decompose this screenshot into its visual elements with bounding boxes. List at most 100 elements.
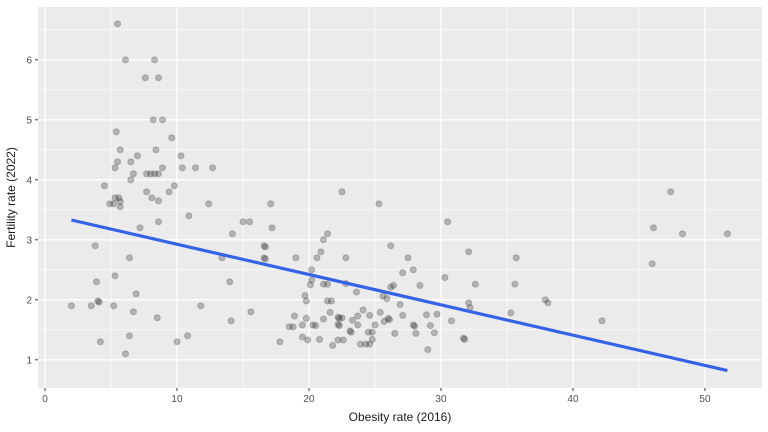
data-point xyxy=(267,200,275,208)
data-point xyxy=(165,188,173,196)
data-point xyxy=(276,338,284,346)
data-point xyxy=(309,321,317,329)
data-point xyxy=(354,321,362,329)
data-point xyxy=(404,254,412,262)
data-point xyxy=(399,311,407,319)
data-point xyxy=(184,332,192,340)
data-point xyxy=(459,334,467,342)
y-axis-title: Fertility rate (2022) xyxy=(4,147,18,248)
data-point xyxy=(246,218,254,226)
data-point xyxy=(371,321,379,329)
data-point xyxy=(342,254,350,262)
data-point xyxy=(209,164,217,172)
data-point xyxy=(352,288,361,296)
data-point xyxy=(116,197,124,205)
data-point xyxy=(147,170,155,178)
data-point xyxy=(348,316,357,324)
data-point xyxy=(154,218,163,226)
data-point xyxy=(197,302,205,310)
data-point xyxy=(512,254,520,262)
y-tick-label: 3 xyxy=(26,235,32,246)
data-point xyxy=(416,281,424,289)
data-point xyxy=(170,182,178,190)
data-point xyxy=(114,158,122,166)
data-point xyxy=(648,260,656,268)
data-point xyxy=(326,308,334,316)
data-point xyxy=(302,297,310,305)
data-point xyxy=(151,56,159,64)
data-point xyxy=(308,276,316,284)
data-point xyxy=(239,218,247,226)
data-point xyxy=(298,321,306,329)
data-point xyxy=(67,302,76,310)
data-point xyxy=(110,302,118,310)
data-point xyxy=(121,56,130,64)
data-point xyxy=(387,242,395,250)
data-point xyxy=(247,308,255,316)
data-point xyxy=(362,340,370,348)
data-point xyxy=(329,341,337,349)
data-point xyxy=(678,230,687,238)
data-point xyxy=(154,74,163,82)
data-point xyxy=(461,335,469,343)
data-point xyxy=(228,230,236,238)
data-point xyxy=(389,281,398,289)
y-tick-label: 2 xyxy=(26,295,32,306)
x-axis-title: Obesity rate (2016) xyxy=(349,410,452,424)
data-point xyxy=(426,322,434,330)
data-point xyxy=(323,280,332,288)
data-point xyxy=(649,224,658,232)
data-point xyxy=(308,266,316,274)
data-point xyxy=(411,322,419,330)
data-point xyxy=(409,266,417,274)
data-point xyxy=(598,317,606,325)
data-point xyxy=(148,194,156,202)
data-point xyxy=(154,170,163,178)
data-point xyxy=(385,316,394,324)
x-tick-label: 50 xyxy=(699,394,711,405)
data-point xyxy=(335,322,343,330)
data-point xyxy=(127,176,135,184)
data-point xyxy=(338,314,346,322)
data-point xyxy=(391,329,399,337)
data-point xyxy=(422,311,431,319)
data-point xyxy=(366,340,374,348)
data-point xyxy=(312,322,320,330)
data-point xyxy=(158,116,167,124)
data-point xyxy=(304,336,312,344)
data-point xyxy=(149,116,157,124)
data-point xyxy=(317,248,325,256)
data-point xyxy=(260,242,268,250)
data-point xyxy=(92,278,101,286)
data-point xyxy=(354,312,362,320)
data-point xyxy=(151,170,159,178)
data-point xyxy=(106,200,114,208)
data-point xyxy=(298,333,306,341)
data-point xyxy=(383,295,391,303)
major-gridlines xyxy=(38,7,762,388)
data-point xyxy=(129,170,137,178)
data-point xyxy=(129,308,137,316)
x-tick-label: 20 xyxy=(303,394,315,405)
data-point xyxy=(158,164,167,172)
data-point xyxy=(290,312,299,320)
data-point xyxy=(387,283,395,291)
data-point xyxy=(465,299,473,307)
data-point xyxy=(319,315,328,323)
data-point xyxy=(301,292,309,300)
data-point xyxy=(323,230,332,238)
minor-gridlines xyxy=(38,7,762,388)
data-point xyxy=(356,340,365,348)
data-point xyxy=(94,297,102,305)
y-tick-label: 5 xyxy=(26,115,32,126)
data-point xyxy=(227,317,235,325)
data-point xyxy=(191,164,200,172)
data-point xyxy=(292,254,300,262)
data-point xyxy=(177,152,185,160)
data-point xyxy=(143,188,151,196)
data-point xyxy=(143,170,151,178)
data-point xyxy=(152,146,160,154)
data-point xyxy=(136,224,144,232)
data-point xyxy=(111,272,119,280)
data-point xyxy=(380,317,388,325)
